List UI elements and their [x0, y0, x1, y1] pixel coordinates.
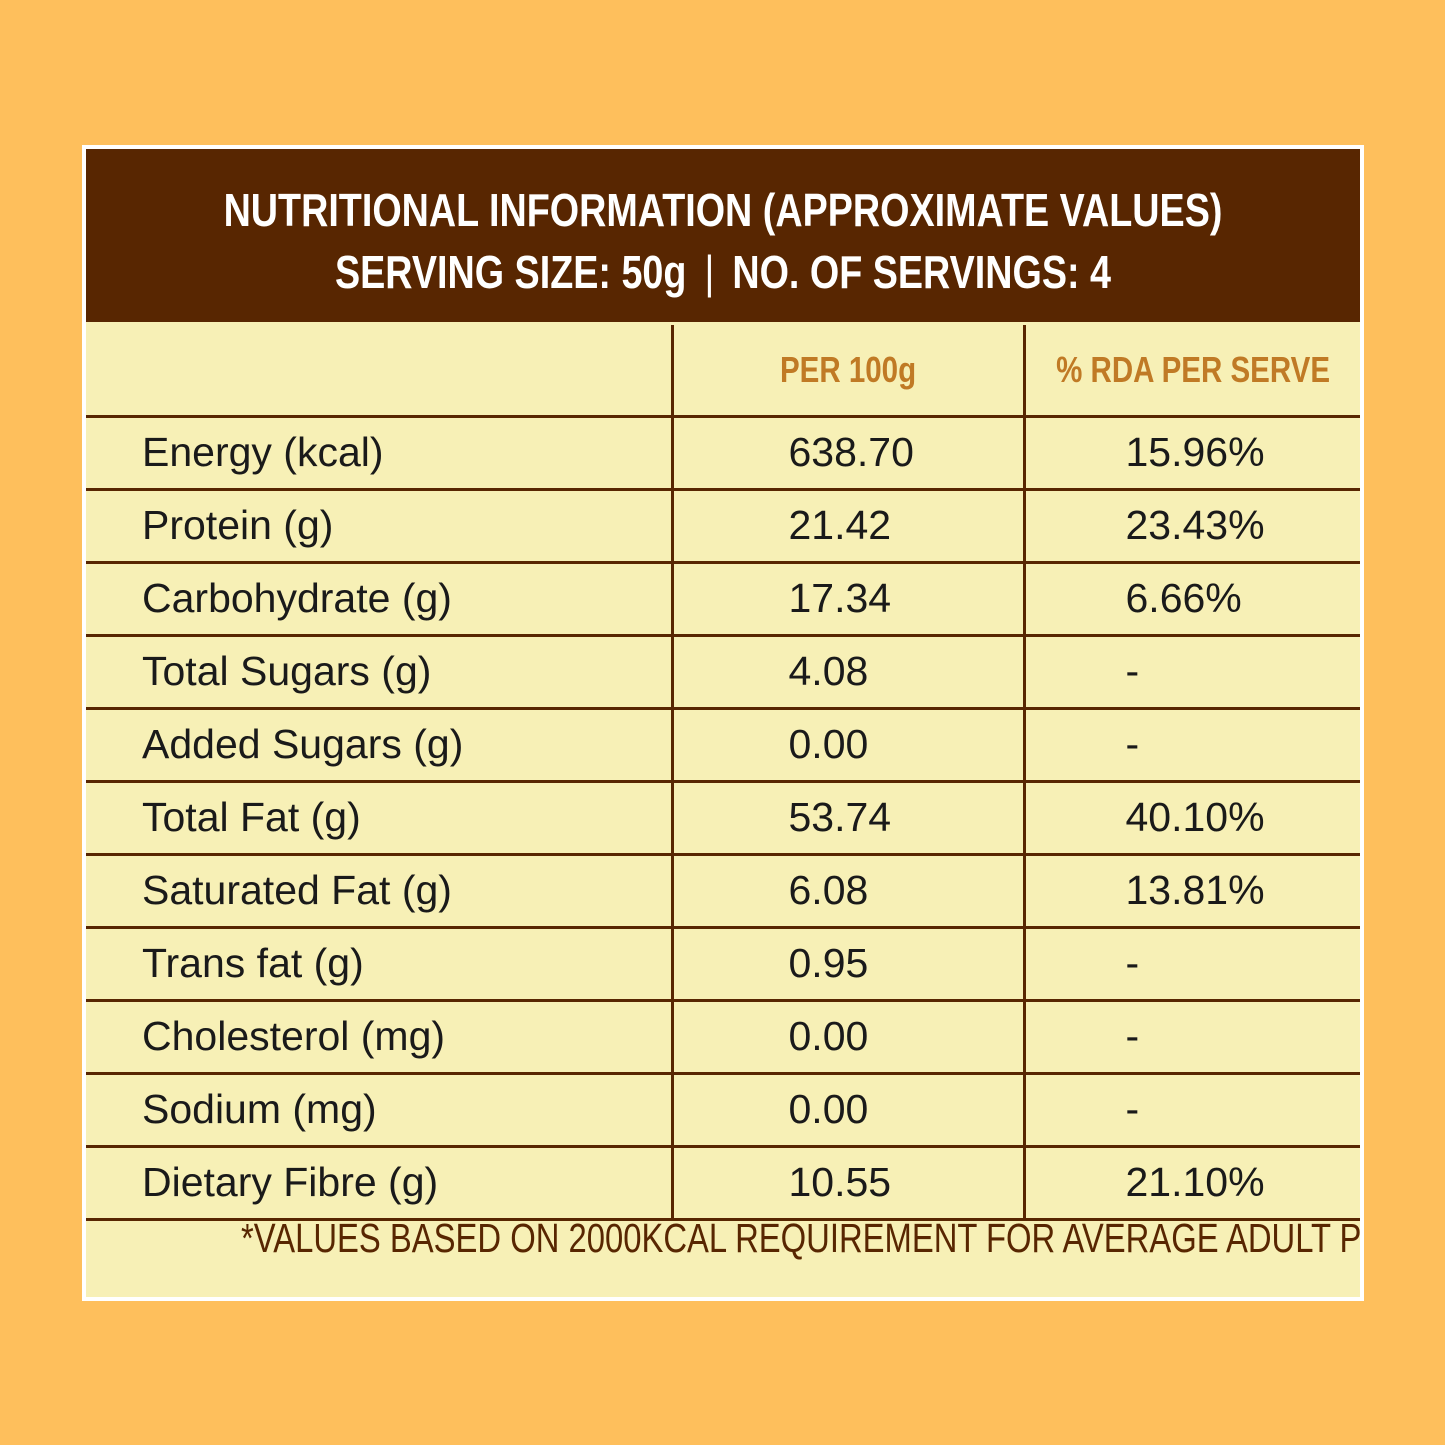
nutrient-name: Carbohydrate (g)	[86, 560, 674, 637]
nutrient-name: Total Fat (g)	[86, 779, 674, 856]
column-header-per100g: PER 100g	[670, 325, 1026, 418]
label-title: NUTRITIONAL INFORMATION (APPROXIMATE VAL…	[223, 184, 1223, 236]
table-row: Cholesterol (mg) 0.00-	[86, 998, 1360, 1075]
per100g-value: 0.95	[670, 925, 1026, 1002]
table-row: Protein (g) 21.42 23.43%	[86, 487, 1360, 564]
nutrient-name: Dietary Fibre (g)	[86, 1144, 674, 1221]
per100g-value: 4.08	[670, 633, 1026, 710]
nutrition-label: NUTRITIONAL INFORMATION (APPROXIMATE VAL…	[86, 149, 1360, 1297]
rda-value: 21.10%	[1022, 1144, 1360, 1221]
per100g-value: 0.00	[670, 998, 1026, 1075]
rda-value: -	[1022, 925, 1360, 1002]
nutrition-panel: NUTRITIONAL INFORMATION (APPROXIMATE VAL…	[82, 145, 1364, 1301]
rda-value: 23.43%	[1022, 487, 1360, 564]
column-header-rda: % RDA PER SERVE	[1022, 325, 1360, 418]
nutrient-name: Trans fat (g)	[86, 925, 674, 1002]
serving-separator: |	[704, 246, 715, 298]
per100g-value: 17.34	[670, 560, 1026, 637]
per100g-value: 638.70	[670, 414, 1026, 491]
label-header: NUTRITIONAL INFORMATION (APPROXIMATE VAL…	[86, 149, 1360, 322]
table-row: Energy (kcal) 638.70 15.96%	[86, 414, 1360, 491]
per100g-value: 0.00	[670, 706, 1026, 783]
nutrient-name: Added Sugars (g)	[86, 706, 674, 783]
rda-value: 15.96%	[1022, 414, 1360, 491]
nutrient-name: Cholesterol (mg)	[86, 998, 674, 1075]
rda-value: -	[1022, 706, 1360, 783]
nutrient-name: Saturated Fat (g)	[86, 852, 674, 929]
footnote: *VALUES BASED ON 2000KCAL REQUIREMENT FO…	[241, 1215, 1360, 1261]
column-header-nutrient	[86, 325, 674, 418]
serving-line: SERVING SIZE: 50g | NO. OF SERVINGS: 4	[201, 241, 1246, 303]
table-row: Trans fat (g) 0.95-	[86, 925, 1360, 1002]
rda-value: 40.10%	[1022, 779, 1360, 856]
table-row: Total Fat (g) 53.74 40.10%	[86, 779, 1360, 856]
table-header-row: PER 100g % RDA PER SERVE	[86, 325, 1360, 418]
nutrition-table: PER 100g % RDA PER SERVE Energy (kcal) 63…	[86, 325, 1360, 1221]
rda-value: -	[1022, 1071, 1360, 1148]
rda-value: -	[1022, 998, 1360, 1075]
servings-count: NO. OF SERVINGS: 4	[732, 246, 1112, 298]
per100g-value: 21.42	[670, 487, 1026, 564]
rda-value: 13.81%	[1022, 852, 1360, 929]
nutrient-name: Sodium (mg)	[86, 1071, 674, 1148]
rda-value: 6.66%	[1022, 560, 1360, 637]
nutrient-name: Total Sugars (g)	[86, 633, 674, 710]
per100g-value: 6.08	[670, 852, 1026, 929]
table-row: Carbohydrate (g) 17.34 6.66%	[86, 560, 1360, 637]
per100g-value: 0.00	[670, 1071, 1026, 1148]
nutrient-name: Protein (g)	[86, 487, 674, 564]
rda-value: -	[1022, 633, 1360, 710]
table-row: Added Sugars (g) 0.00-	[86, 706, 1360, 783]
table-row: Total Sugars (g) 4.08-	[86, 633, 1360, 710]
nutrient-name: Energy (kcal)	[86, 414, 674, 491]
per100g-value: 53.74	[670, 779, 1026, 856]
table-row: Sodium (mg) 0.00-	[86, 1071, 1360, 1148]
per100g-value: 10.55	[670, 1144, 1026, 1221]
table-row: Saturated Fat (g) 6.08 13.81%	[86, 852, 1360, 929]
serving-size: SERVING SIZE: 50g	[334, 246, 687, 298]
table-row: Dietary Fibre (g) 10.55 21.10%	[86, 1144, 1360, 1221]
